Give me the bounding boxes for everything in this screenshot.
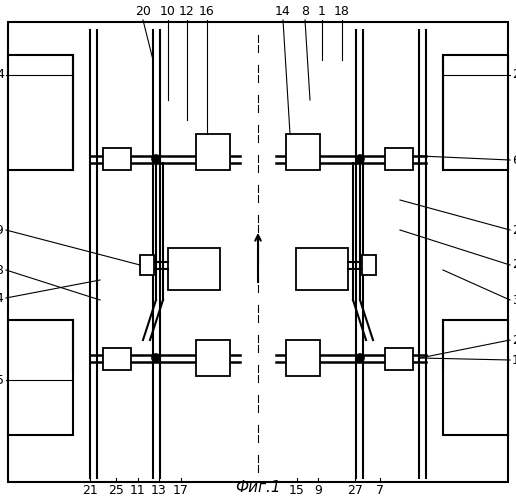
Text: 11: 11 bbox=[130, 484, 146, 497]
Bar bbox=[443, 320, 508, 435]
Circle shape bbox=[356, 354, 364, 362]
Bar bbox=[168, 248, 220, 290]
Bar bbox=[286, 134, 320, 170]
Text: 27: 27 bbox=[347, 484, 363, 497]
Text: 20: 20 bbox=[135, 5, 151, 18]
Text: 15: 15 bbox=[289, 484, 305, 497]
Text: 17: 17 bbox=[173, 484, 189, 497]
Text: 24: 24 bbox=[0, 292, 4, 304]
Text: 25: 25 bbox=[108, 484, 124, 497]
Text: 2: 2 bbox=[512, 68, 516, 82]
Bar bbox=[385, 348, 413, 370]
Text: 9: 9 bbox=[314, 484, 322, 497]
Bar bbox=[362, 255, 376, 275]
Bar bbox=[286, 340, 320, 376]
Text: 26: 26 bbox=[512, 258, 516, 272]
Bar bbox=[196, 340, 230, 376]
Text: 8: 8 bbox=[301, 5, 309, 18]
Bar bbox=[296, 248, 348, 290]
Text: 18: 18 bbox=[334, 5, 350, 18]
Text: 13: 13 bbox=[151, 484, 167, 497]
Bar bbox=[385, 148, 413, 170]
Circle shape bbox=[356, 155, 364, 163]
Text: 1: 1 bbox=[318, 5, 326, 18]
Text: 23: 23 bbox=[512, 334, 516, 346]
Text: 12: 12 bbox=[179, 5, 195, 18]
Text: 10: 10 bbox=[160, 5, 176, 18]
Circle shape bbox=[152, 354, 160, 362]
Text: 28: 28 bbox=[0, 264, 4, 276]
Text: 14: 14 bbox=[275, 5, 291, 18]
Circle shape bbox=[152, 155, 160, 163]
Text: 5: 5 bbox=[0, 374, 4, 386]
Bar bbox=[196, 134, 230, 170]
Bar bbox=[8, 55, 73, 170]
Bar bbox=[103, 148, 131, 170]
Text: 22: 22 bbox=[512, 224, 516, 236]
Bar bbox=[443, 55, 508, 170]
Bar bbox=[8, 320, 73, 435]
Text: 16: 16 bbox=[199, 5, 215, 18]
Text: 21: 21 bbox=[82, 484, 98, 497]
Text: Фиг.1: Фиг.1 bbox=[235, 480, 281, 495]
Text: 6: 6 bbox=[512, 154, 516, 166]
Text: 3: 3 bbox=[512, 294, 516, 306]
Bar bbox=[103, 348, 131, 370]
Text: 4: 4 bbox=[0, 68, 4, 82]
Text: 7: 7 bbox=[376, 484, 384, 497]
Bar bbox=[140, 255, 154, 275]
Text: 29: 29 bbox=[0, 224, 4, 236]
Text: 19: 19 bbox=[512, 354, 516, 366]
